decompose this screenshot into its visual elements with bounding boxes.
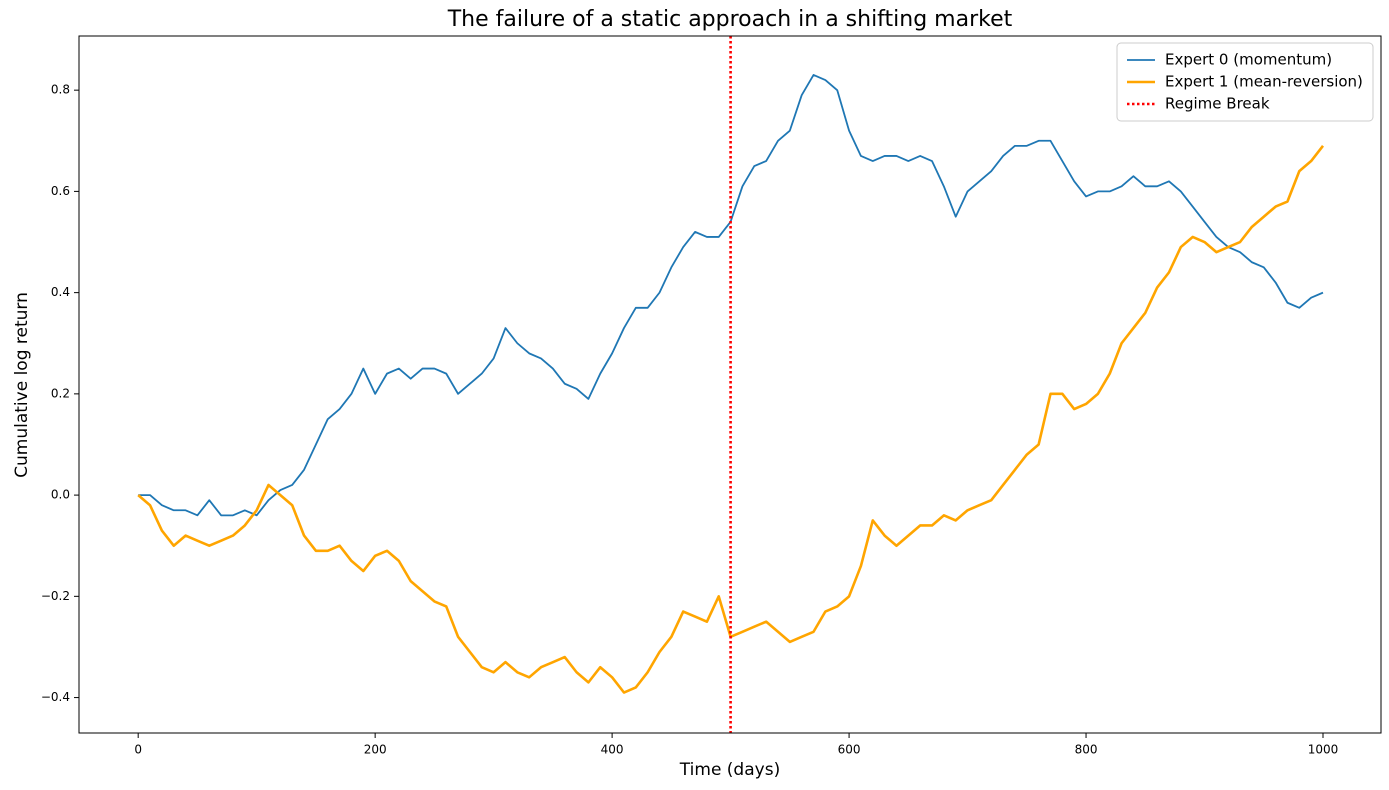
y-tick-label: 0.6 xyxy=(51,184,70,198)
y-tick-label: 0.8 xyxy=(51,83,70,97)
x-tick-label: 0 xyxy=(134,743,142,757)
legend-label: Expert 1 (mean-reversion) xyxy=(1165,73,1363,91)
x-tick-label: 800 xyxy=(1075,743,1098,757)
y-axis-label: Cumulative log return xyxy=(12,292,32,478)
y-tick-label: −0.2 xyxy=(41,589,70,603)
x-tick-label: 1000 xyxy=(1308,743,1339,757)
legend-label: Expert 0 (momentum) xyxy=(1165,51,1332,69)
legend-label: Regime Break xyxy=(1165,95,1270,113)
y-tick-label: 0.4 xyxy=(51,285,70,299)
y-tick-label: 0.0 xyxy=(51,488,70,502)
x-tick-label: 600 xyxy=(838,743,861,757)
y-tick-label: −0.4 xyxy=(41,690,70,704)
chart-title: The failure of a static approach in a sh… xyxy=(447,7,1013,32)
x-axis-label: Time (days) xyxy=(679,760,780,780)
legend-box xyxy=(1116,42,1374,122)
x-tick-label: 200 xyxy=(364,743,387,757)
y-tick-label: 0.2 xyxy=(51,386,70,400)
x-tick-label: 400 xyxy=(601,743,624,757)
plot-frame xyxy=(78,35,1382,734)
